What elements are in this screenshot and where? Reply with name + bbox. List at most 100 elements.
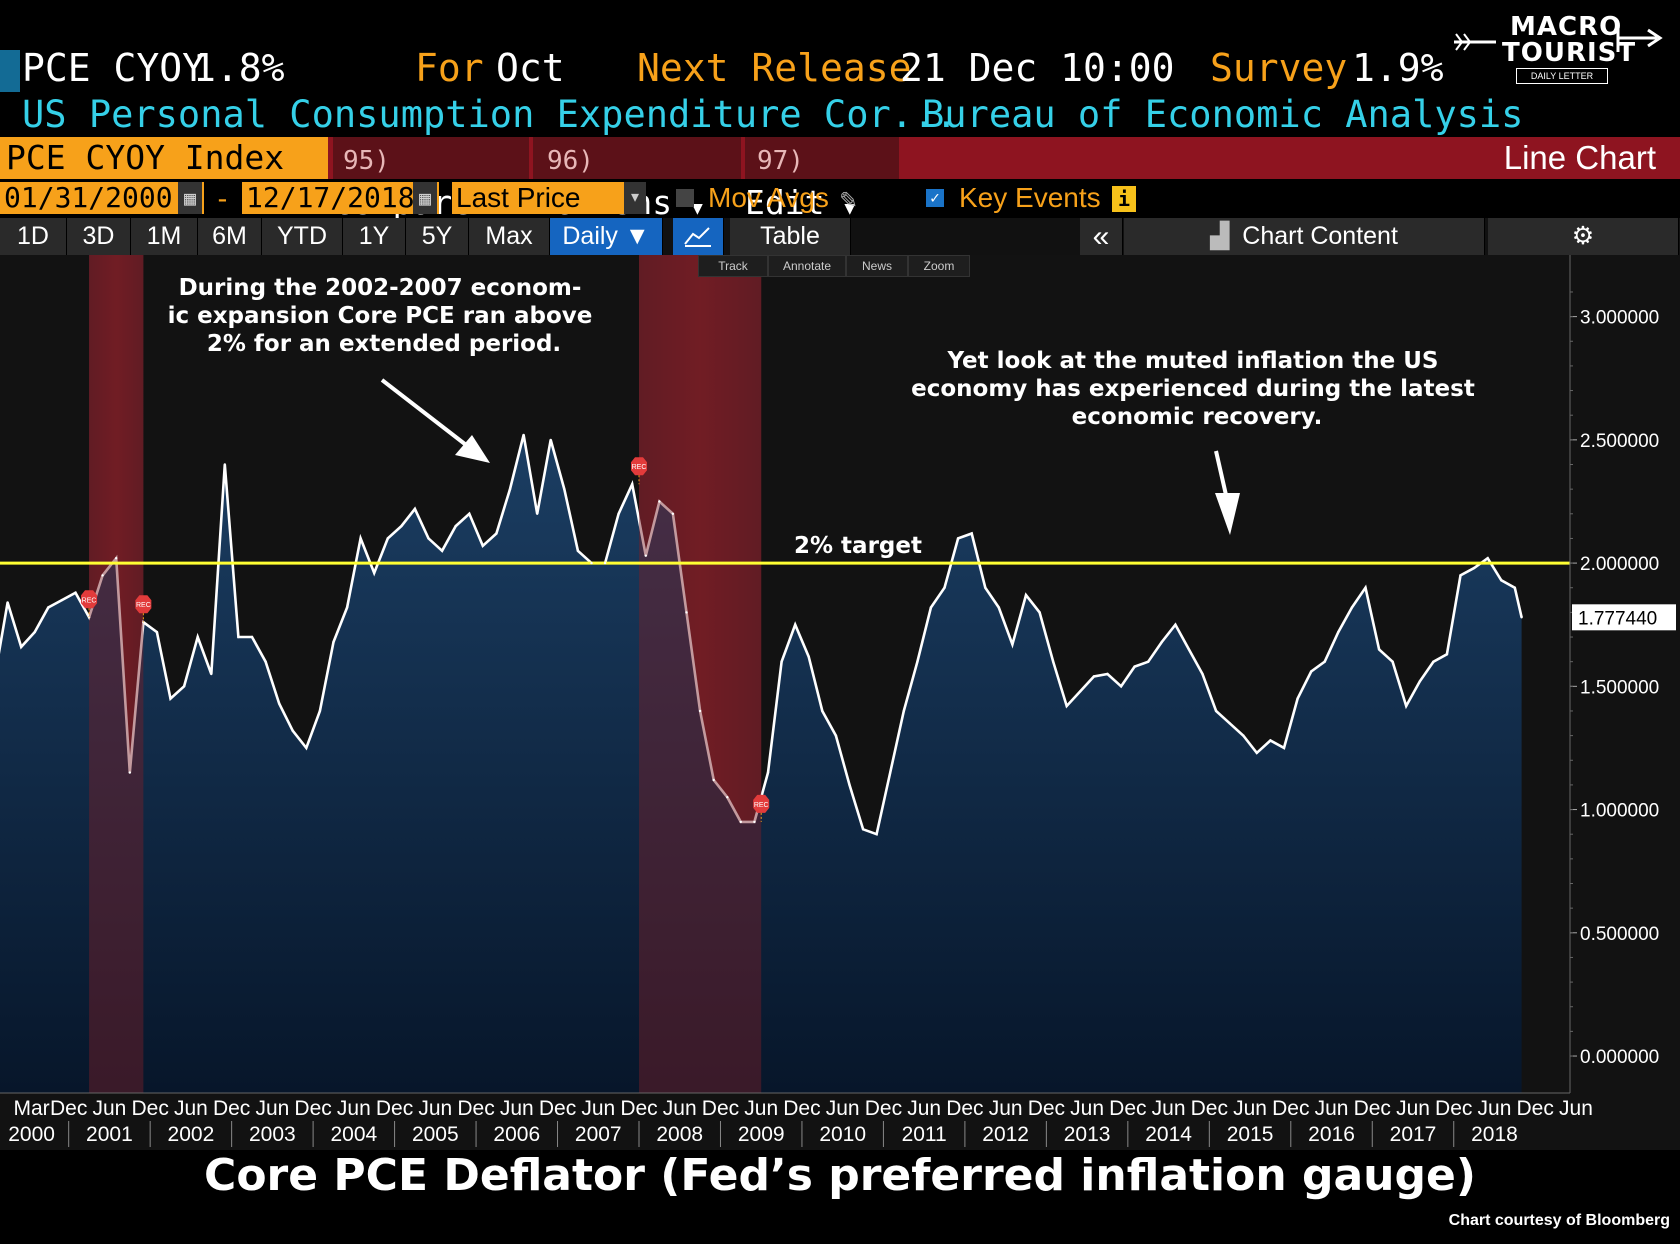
x-tick-label: Jun (581, 1097, 615, 1120)
data-point (549, 438, 552, 442)
data-point (413, 507, 417, 511)
data-point (1242, 734, 1245, 737)
data-point (155, 630, 159, 634)
frequency-select[interactable]: Daily ▼ (550, 218, 663, 255)
range-1m[interactable]: 1M (131, 218, 198, 255)
date-separator: - (214, 182, 231, 215)
data-point (1350, 606, 1354, 609)
range-3d[interactable]: 3D (67, 218, 131, 255)
data-point (671, 512, 675, 515)
data-point (861, 828, 865, 831)
recession-band-overlay (639, 255, 762, 1093)
pencil-icon[interactable]: ✎ (840, 182, 857, 215)
data-point (984, 586, 987, 589)
data-point (345, 606, 349, 609)
actions-button[interactable]: 96) Actions ▼ (533, 137, 741, 222)
start-date-value: 01/31/2000 (4, 181, 173, 214)
data-point (1310, 670, 1313, 673)
info-icon[interactable]: i (1112, 186, 1136, 212)
data-point (169, 697, 172, 700)
dropdown-arrow-icon[interactable]: ▾ (624, 182, 646, 214)
data-point (237, 635, 240, 639)
data-point (1472, 566, 1476, 570)
x-year-label: 2010 (819, 1123, 866, 1146)
data-point (427, 537, 430, 540)
news-tool[interactable]: News (846, 255, 908, 277)
range-ytd[interactable]: YTD (262, 218, 343, 255)
data-point (726, 796, 729, 799)
date-range-bar: 01/31/2000 ▦ - 12/17/2018 ▦ Last Price ▾… (0, 182, 1680, 216)
data-point (250, 635, 254, 639)
security-field[interactable]: PCE CYOY Index (0, 137, 328, 179)
line-chart-icon[interactable] (673, 218, 724, 255)
compare-button[interactable]: 95) Compare (333, 137, 529, 222)
mov-avgs-checkbox[interactable] (676, 189, 694, 207)
data-point (658, 500, 661, 503)
rec-event-marker[interactable]: REC (81, 590, 98, 618)
key-events-label[interactable]: Key Events (959, 182, 1101, 213)
next-release-value: 21 Dec 10:00 (900, 46, 1175, 90)
end-date-input[interactable]: 12/17/2018 ▦ (242, 182, 439, 214)
chart-content-button[interactable]: ▟ Chart Content (1124, 218, 1485, 255)
zoom-tool[interactable]: Zoom (908, 255, 970, 277)
data-point (698, 709, 702, 713)
edit-button[interactable]: 97) Edit ▼ (745, 137, 899, 222)
compare-number: 95) (343, 146, 390, 176)
data-point (1255, 751, 1259, 755)
start-date-input[interactable]: 01/31/2000 ▦ (0, 182, 204, 214)
range-6m[interactable]: 6M (198, 218, 262, 255)
y-axis: 0.000000 0.500000 1.000000 1.500000 2.000000… (1569, 255, 1659, 1093)
x-tick-label: Dec (702, 1097, 739, 1120)
data-point (1500, 579, 1503, 582)
mov-avgs-label[interactable]: Mov Avgs (708, 182, 829, 213)
data-point (182, 685, 186, 688)
x-year-label: 2007 (575, 1123, 622, 1146)
data-point (631, 483, 634, 486)
data-point (318, 709, 322, 713)
price-field-value: Last Price (456, 182, 581, 213)
chart-type-label[interactable]: Line Chart (1503, 139, 1656, 176)
data-point (454, 524, 457, 528)
data-point (576, 549, 580, 552)
ticker: PCE CYOY (22, 46, 206, 90)
rec-event-marker[interactable]: REC (135, 595, 152, 623)
rec-event-marker[interactable]: REC (753, 794, 770, 822)
x-year-label: 2012 (982, 1123, 1029, 1146)
gear-icon[interactable]: ⚙ (1488, 218, 1679, 255)
data-source: Bureau of Economic Analysis (922, 93, 1524, 136)
calendar-icon[interactable]: ▦ (413, 182, 437, 214)
end-date-value: 12/17/2018 (246, 181, 415, 214)
chart-title: Core PCE Deflator (Fed’s preferred infla… (204, 1150, 1476, 1201)
range-1y[interactable]: 1Y (343, 218, 406, 255)
range-toolbar: 1D 3D 1M 6M YTD 1Y 5Y Max Daily ▼ Table … (0, 218, 1680, 255)
table-button[interactable]: Table (730, 218, 851, 255)
x-tick-label: Dec (457, 1097, 494, 1120)
data-point (603, 561, 607, 565)
annotate-tool[interactable]: Annotate (768, 255, 846, 277)
last-value-label: 1.777440 (1578, 608, 1657, 629)
data-point (1011, 643, 1014, 646)
range-1d[interactable]: 1D (0, 218, 67, 255)
range-5y[interactable]: 5Y (406, 218, 469, 255)
collapse-icon[interactable]: « (1080, 218, 1123, 255)
data-point (1174, 623, 1177, 626)
price-field-select[interactable]: Last Price ▾ (452, 182, 646, 214)
x-tick-label: Dec (620, 1097, 657, 1120)
x-tick-label: Jun (500, 1097, 534, 1120)
range-max[interactable]: Max (469, 218, 550, 255)
data-point (47, 606, 50, 609)
data-point (1520, 616, 1523, 619)
x-tick-label: Dec (946, 1097, 983, 1120)
key-events-checkbox[interactable]: ✓ (926, 189, 944, 207)
track-tool[interactable]: Track (698, 255, 768, 277)
data-point (712, 778, 715, 782)
x-year-label: 2005 (412, 1123, 459, 1146)
annotation-recovery: Yet look at the muted inflation the US e… (911, 348, 1483, 430)
x-tick-label: Dec (1191, 1097, 1228, 1120)
data-point (468, 512, 471, 515)
calendar-icon[interactable]: ▦ (178, 182, 202, 214)
data-point (1201, 672, 1204, 676)
data-point (508, 487, 512, 491)
line-chart[interactable]: 0.000000 0.500000 1.000000 1.500000 2.000000… (0, 255, 1680, 1150)
rec-event-marker[interactable]: REC (631, 457, 647, 485)
